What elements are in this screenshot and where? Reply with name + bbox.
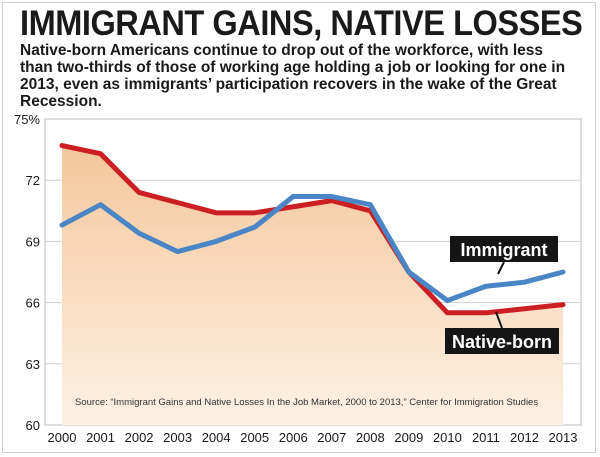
x-tick-label: 2001: [86, 430, 115, 445]
native-born-area-fill: [62, 145, 563, 425]
series-lines: [59, 143, 566, 316]
immigrant-line: [59, 194, 566, 304]
x-tick-label: 2008: [356, 430, 385, 445]
native-born-line: [59, 143, 566, 316]
chart-subtitle: Native-born Americans continue to drop o…: [20, 42, 566, 110]
native-born-label-pointer: [495, 311, 503, 329]
x-tick-label: 2004: [202, 430, 231, 445]
chart-frame: [2, 2, 596, 453]
y-tick-label: 69: [26, 234, 40, 249]
immigrant-label-box: [450, 236, 558, 262]
y-tick-label: 72: [26, 173, 40, 188]
immigrant-label-text: Immigrant: [460, 240, 547, 260]
y-tick-label: 75%: [14, 112, 40, 127]
x-tick-label: 2006: [279, 430, 308, 445]
x-tick-label: 2007: [317, 430, 346, 445]
x-tick-label: 2003: [163, 430, 192, 445]
native-born-label-box: [445, 328, 559, 354]
y-axis-ticks: 60 63 66 69 72 75%: [14, 112, 40, 433]
immigrant-label-pointer: [497, 261, 505, 275]
x-tick-label: 2012: [510, 430, 539, 445]
immigrant-legend-label: Immigrant: [450, 236, 558, 275]
native-born-label-text: Native-born: [452, 332, 552, 352]
x-axis-ticks: 2000 2001 2002 2003 2004 2005 2006 2007 2008 2009…: [48, 430, 578, 445]
x-tick-label: 2010: [433, 430, 462, 445]
chart-title: IMMIGRANT GAINS, NATIVE LOSSES: [20, 4, 583, 43]
y-tick-label: 63: [26, 357, 40, 372]
x-tick-label: 2009: [394, 430, 423, 445]
x-tick-label: 2013: [549, 430, 578, 445]
source-note: Source: “Immigrant Gains and Native Loss…: [75, 397, 538, 408]
x-tick-label: 2011: [472, 430, 500, 445]
y-tick-label: 60: [26, 418, 40, 433]
x-tick-label: 2005: [240, 430, 269, 445]
native-born-legend-label: Native-born: [445, 311, 559, 354]
x-tick-label: 2002: [125, 430, 154, 445]
x-tick-label: 2000: [48, 430, 77, 445]
y-tick-label: 66: [26, 296, 40, 311]
